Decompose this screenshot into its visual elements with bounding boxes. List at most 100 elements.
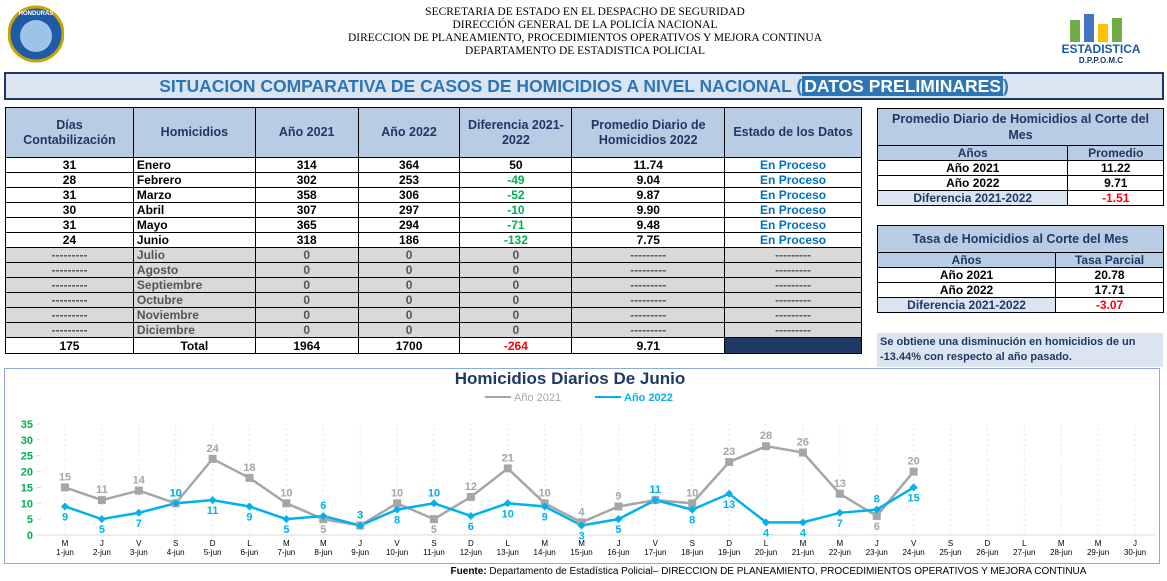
table-cell: 30 [5, 202, 134, 218]
point-marker [725, 489, 734, 498]
point-marker [688, 499, 697, 508]
point-marker [319, 511, 328, 520]
table-cell: 0 [357, 247, 461, 263]
data-label: 5 [99, 524, 105, 536]
logo-text: HONDURAS [19, 11, 54, 17]
point-marker [503, 464, 512, 473]
table-cell: 0 [459, 277, 573, 293]
table-cell: --------- [571, 292, 726, 308]
table-row: --------- Agosto 0 0 0 --------- --------- [5, 262, 862, 278]
banner-highlight: DATOS PRELIMINARES [802, 76, 1003, 96]
data-label: 10 [539, 487, 551, 499]
x-tick-label: D [985, 539, 991, 548]
table-cell: --------- [571, 247, 726, 263]
point-marker [798, 518, 807, 527]
table-row: Diferencia 2021-2022 -3.07 [876, 297, 1164, 313]
table-row: Año 2022 17.71 [876, 282, 1164, 298]
data-label: 13 [834, 478, 846, 490]
title-row: Tasa de Homicidios al Corte del Mes [877, 225, 1164, 253]
point-marker [245, 473, 254, 482]
x-tick-label: V [394, 539, 400, 548]
x-tick-label: V [136, 539, 142, 548]
x-tick-label: L [764, 539, 769, 548]
side-title: Tasa de Homicidios al Corte del Mes [877, 225, 1164, 253]
chart-title: Homicidios Diarios De Junio [455, 369, 686, 388]
table-cell: 7.75 [571, 232, 726, 248]
data-label: 6 [874, 521, 880, 533]
logo-text: D.P.P.O.M.C [1079, 56, 1123, 65]
data-label: 9 [62, 511, 68, 523]
table-cell: -71 [459, 217, 573, 233]
x-tick-label: 8-jun [314, 548, 332, 557]
table-cell: 31 [5, 157, 134, 173]
point-marker [909, 483, 918, 492]
rate-table: Tasa de Homicidios al Corte del Mes Años T… [876, 225, 1164, 313]
source-text: Departamento de Estadística Policial– DI… [486, 566, 1087, 577]
column-header: Años [876, 252, 1057, 268]
data-label: 10 [280, 487, 292, 499]
x-tick-label: 10-jun [386, 548, 408, 557]
x-tick-label: M [320, 539, 327, 548]
x-tick-label: 28-jun [1050, 548, 1072, 557]
point-marker [429, 515, 438, 524]
data-label: 13 [723, 499, 735, 511]
table-row: Año 2021 20.78 [876, 267, 1164, 283]
table-row: --------- Diciembre 0 0 0 --------- --------- [5, 322, 862, 338]
table-cell: -52 [459, 187, 573, 203]
x-tick-label: 1-jun [56, 548, 74, 557]
table-cell: 253 [357, 172, 461, 188]
data-label: 8 [874, 494, 880, 506]
data-label: 11 [650, 484, 662, 496]
y-tick-label: 0 [27, 530, 33, 542]
total-cell-empty [724, 337, 862, 354]
table-cell: 364 [357, 157, 461, 173]
x-tick-label: M [578, 539, 585, 548]
data-label: 10 [170, 487, 182, 499]
table-cell: Marzo [132, 187, 256, 203]
banner: SITUACION COMPARATIVA DE CASOS DE HOMICI… [4, 72, 1164, 100]
table-row: Diferencia 2021-2022 -1.51 [876, 190, 1164, 206]
header-row: Días Contabilización Homicidios Año 2021 Añ… [5, 107, 862, 158]
banner-title: SITUACION COMPARATIVA DE CASOS DE HOMICI… [159, 76, 803, 96]
x-tick-label: L [506, 539, 511, 548]
point-marker [798, 448, 807, 457]
table-cell: --------- [724, 292, 862, 308]
table-cell: Enero [132, 157, 256, 173]
point-marker [208, 454, 217, 463]
data-label: 11 [650, 484, 662, 496]
data-label: 7 [837, 518, 843, 530]
column-header: Promedio Diario de Homicidios 2022 [571, 107, 726, 158]
total-cell: -264 [459, 337, 573, 354]
table-cell: 11.74 [571, 157, 726, 173]
table-cell: 0 [459, 247, 573, 263]
table-cell: --------- [5, 262, 134, 278]
point-marker [61, 483, 69, 492]
data-label: 5 [283, 524, 289, 536]
x-tick-label: J [358, 539, 362, 548]
x-tick-label: 9-jun [351, 548, 369, 557]
title-row: Promedio Diario de Homicidios al Corte d… [877, 108, 1164, 146]
x-tick-label: 16-jun [607, 548, 629, 557]
point-marker [171, 499, 180, 508]
total-cell: 175 [5, 337, 134, 354]
table-cell: -3.07 [1055, 297, 1164, 313]
point-marker [429, 499, 438, 508]
x-tick-label: 23-jun [866, 548, 888, 557]
x-tick-label: 5-jun [204, 548, 222, 557]
legend-label: Año 2021 [514, 392, 561, 404]
point-marker [134, 508, 143, 517]
y-tick-label: 5 [27, 514, 33, 526]
logo-left: HONDURAS [8, 5, 64, 63]
point-marker [282, 515, 291, 524]
data-label: 10 [428, 487, 440, 499]
table-cell: Febrero [132, 172, 256, 188]
column-header: Diferencia 2021-2022 [459, 107, 573, 158]
table-cell: Año 2021 [876, 160, 1069, 176]
point-marker [651, 496, 660, 505]
y-tick-label: 20 [21, 467, 33, 479]
y-tick-label: 10 [21, 498, 33, 510]
table-cell: --------- [724, 262, 862, 278]
table-cell: Noviembre [132, 307, 256, 323]
table-cell: 0 [254, 292, 359, 308]
point-marker [835, 508, 844, 517]
